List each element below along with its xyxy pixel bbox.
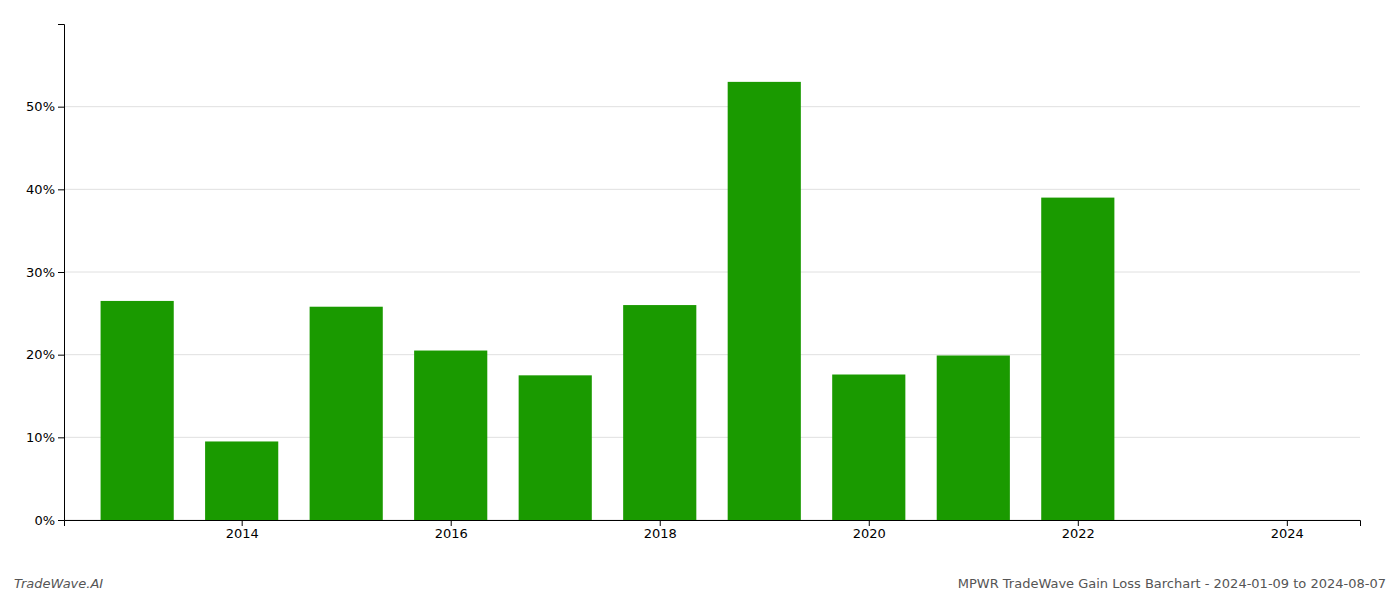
bar (519, 375, 592, 520)
bar (623, 305, 696, 520)
bar (728, 82, 801, 520)
tick: 2022 (1062, 520, 1095, 541)
tick-label: 2024 (1271, 526, 1304, 541)
tick: 40% (26, 182, 64, 197)
tick: 2014 (226, 520, 259, 541)
tick-mark (58, 437, 64, 438)
tick: 2024 (1271, 520, 1304, 541)
tick-label: 2022 (1062, 526, 1095, 541)
tick-label: 50% (26, 99, 55, 114)
grid-line (64, 189, 1360, 190)
tick-label: 10% (26, 430, 55, 445)
tick-label: 20% (26, 347, 55, 362)
tick-label: 40% (26, 182, 55, 197)
grid-line (64, 437, 1360, 438)
tick: 0% (34, 513, 64, 528)
plot: 2014 2016 2018 2020 2022 2024 0% 10% 20% 30% 40% 50… (26, 25, 1360, 542)
grid-line (64, 106, 1360, 107)
x-axis: 2014 2016 2018 2020 2022 2024 (65, 520, 1361, 541)
tick-mark (451, 520, 452, 526)
tick-mark (1287, 520, 1288, 526)
tick: 30% (26, 265, 64, 280)
y-axis: 0% 10% 20% 30% 40% 50% (26, 25, 64, 528)
bar (414, 351, 487, 520)
tick-mark (660, 520, 661, 526)
tick-mark (242, 520, 243, 526)
tick-mark (58, 189, 64, 190)
bar (310, 307, 383, 520)
tick-mark (1078, 520, 1079, 526)
tick: 2018 (644, 520, 677, 541)
tick-mark (58, 107, 64, 108)
grid-line (64, 354, 1360, 355)
tick-mark (58, 520, 64, 521)
bar (205, 441, 278, 520)
tick-label: 2014 (226, 526, 259, 541)
footer-right: MPWR TradeWave Gain Loss Barchart - 2024… (958, 576, 1386, 591)
bar (1146, 520, 1219, 521)
chart: 2014 2016 2018 2020 2022 2024 0% 10% 20% 30% 40% 50… (0, 0, 1400, 600)
tick-label: 2016 (435, 526, 468, 541)
axis-line (65, 521, 1361, 527)
tick: 2016 (435, 520, 468, 541)
bar (832, 375, 905, 520)
tick-label: 30% (26, 265, 55, 280)
tick-mark (869, 520, 870, 526)
footer: TradeWave.AI MPWR TradeWave Gain Loss Bar… (14, 576, 1386, 591)
bar (937, 355, 1010, 520)
tick: 10% (26, 430, 64, 445)
bar (1041, 198, 1114, 520)
tick-label: 2018 (644, 526, 677, 541)
grid (64, 107, 1360, 520)
tick-label: 0% (34, 513, 55, 528)
grid-line (64, 272, 1360, 273)
tick-label: 2020 (853, 526, 886, 541)
axis-line (58, 25, 65, 521)
bar (101, 301, 174, 520)
bars (101, 82, 1115, 520)
tick: 20% (26, 347, 64, 362)
tick-mark (58, 272, 64, 273)
tick-mark (58, 355, 64, 356)
tick: 50% (26, 99, 64, 114)
footer-left: TradeWave.AI (14, 576, 103, 591)
tick: 2020 (853, 520, 886, 541)
